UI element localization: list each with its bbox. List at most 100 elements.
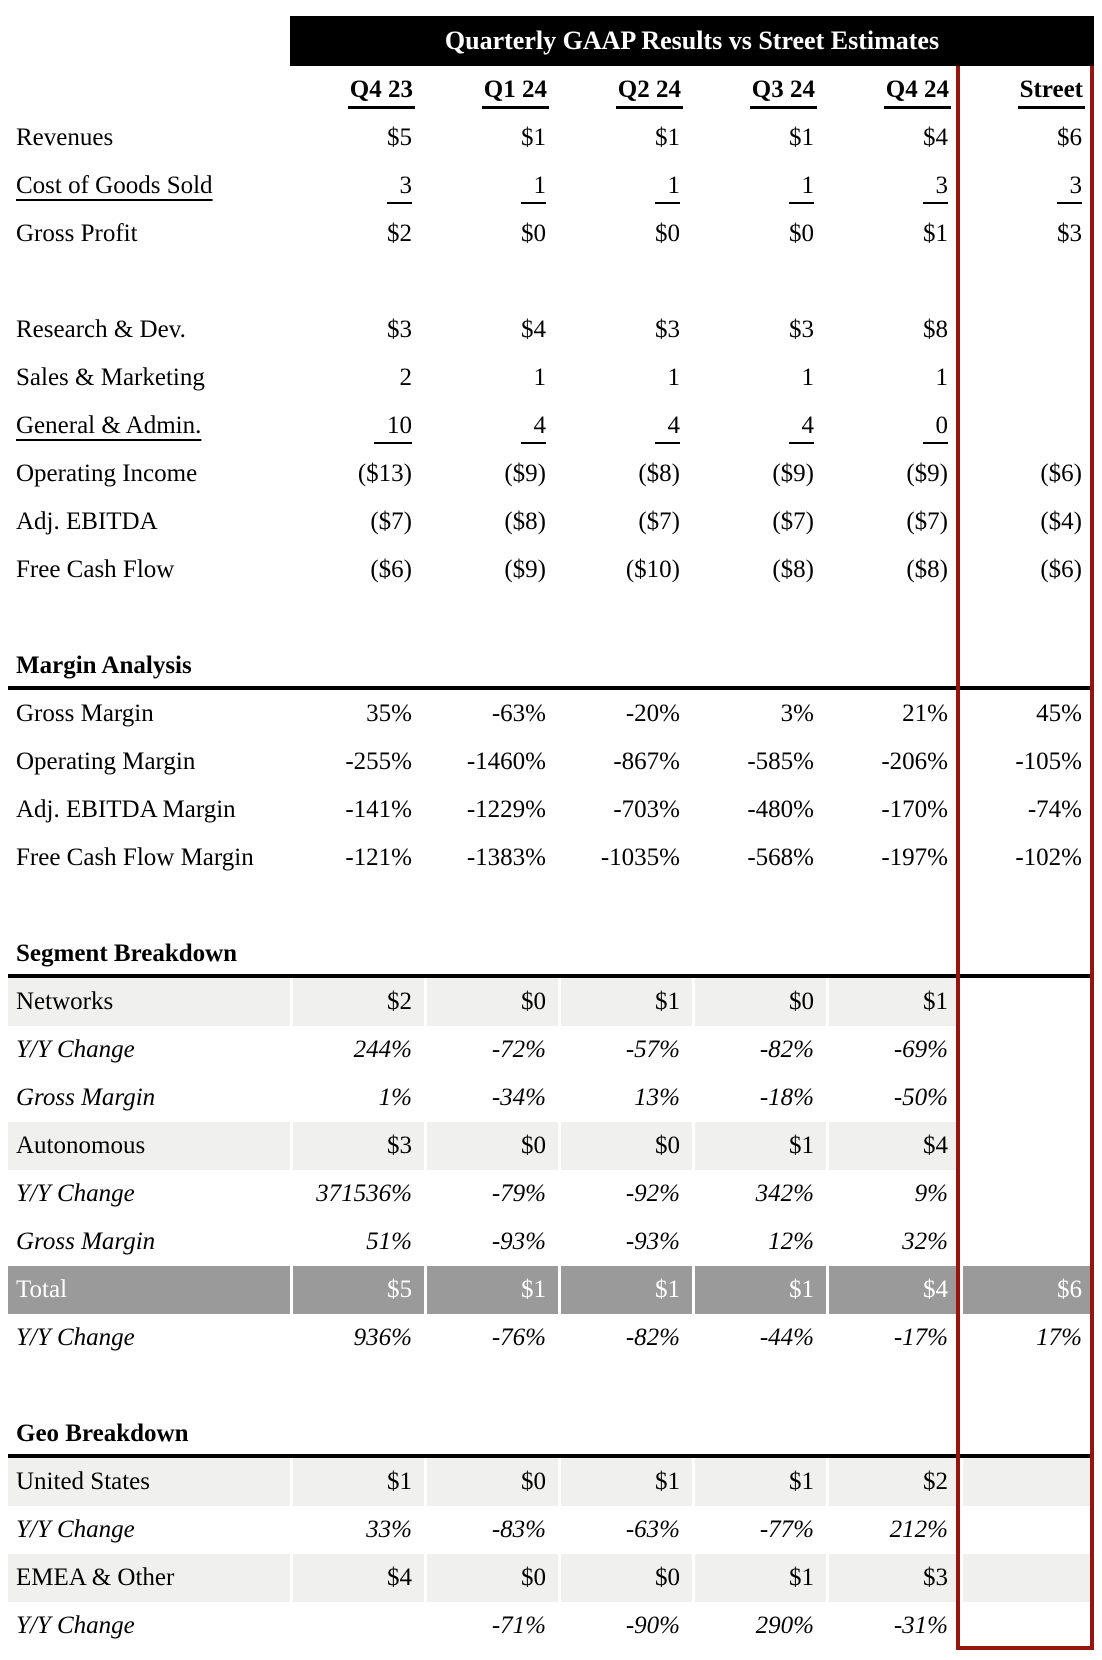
value-cell[interactable] bbox=[424, 258, 558, 306]
value-cell[interactable]: $0 bbox=[558, 210, 692, 258]
value-cell[interactable]: $1 bbox=[424, 114, 558, 162]
value-cell[interactable]: $0 bbox=[692, 978, 826, 1026]
value-cell[interactable]: -206% bbox=[826, 738, 960, 786]
value-cell[interactable]: 35% bbox=[290, 690, 424, 738]
value-cell[interactable]: $1 bbox=[558, 1266, 692, 1314]
value-cell[interactable]: -93% bbox=[558, 1218, 692, 1266]
value-cell[interactable]: 4 bbox=[424, 402, 558, 450]
value-cell[interactable] bbox=[960, 1602, 1094, 1650]
row-label-cell[interactable]: Gross Margin bbox=[0, 1074, 290, 1122]
value-cell[interactable]: ($4) bbox=[960, 498, 1094, 546]
value-cell[interactable]: ($9) bbox=[424, 450, 558, 498]
value-cell[interactable] bbox=[290, 1362, 424, 1410]
value-cell[interactable] bbox=[960, 1362, 1094, 1410]
value-cell[interactable]: 17% bbox=[960, 1314, 1094, 1362]
value-cell[interactable]: $1 bbox=[424, 1266, 558, 1314]
row-label-cell[interactable] bbox=[0, 882, 290, 930]
value-cell[interactable] bbox=[558, 642, 692, 690]
value-cell[interactable] bbox=[558, 594, 692, 642]
value-cell[interactable]: -90% bbox=[558, 1602, 692, 1650]
value-cell[interactable]: -121% bbox=[290, 834, 424, 882]
value-cell[interactable]: $6 bbox=[960, 1266, 1094, 1314]
value-cell[interactable]: $1 bbox=[558, 114, 692, 162]
value-cell[interactable] bbox=[960, 930, 1094, 978]
value-cell[interactable]: 4 bbox=[692, 402, 826, 450]
value-cell[interactable]: $1 bbox=[558, 978, 692, 1026]
value-cell[interactable]: ($7) bbox=[826, 498, 960, 546]
value-cell[interactable] bbox=[960, 1122, 1094, 1170]
value-cell[interactable]: 10 bbox=[290, 402, 424, 450]
value-cell[interactable]: -1035% bbox=[558, 834, 692, 882]
value-cell[interactable]: -102% bbox=[960, 834, 1094, 882]
value-cell[interactable]: $2 bbox=[826, 1458, 960, 1506]
row-label-cell[interactable] bbox=[0, 1362, 290, 1410]
row-label-cell[interactable]: Y/Y Change bbox=[0, 1602, 290, 1650]
value-cell[interactable]: 1 bbox=[558, 354, 692, 402]
value-cell[interactable] bbox=[558, 1410, 692, 1458]
value-cell[interactable]: -867% bbox=[558, 738, 692, 786]
value-cell[interactable]: $0 bbox=[424, 978, 558, 1026]
row-label-cell[interactable]: Research & Dev. bbox=[0, 306, 290, 354]
value-cell[interactable]: ($8) bbox=[424, 498, 558, 546]
value-cell[interactable] bbox=[960, 594, 1094, 642]
row-label-cell[interactable] bbox=[0, 594, 290, 642]
column-header-q4-23[interactable]: Q4 23 bbox=[290, 66, 424, 114]
value-cell[interactable]: ($6) bbox=[960, 546, 1094, 594]
value-cell[interactable]: -77% bbox=[692, 1506, 826, 1554]
value-cell[interactable] bbox=[960, 1074, 1094, 1122]
value-cell[interactable]: -18% bbox=[692, 1074, 826, 1122]
value-cell[interactable] bbox=[424, 930, 558, 978]
row-label-cell[interactable]: EMEA & Other bbox=[0, 1554, 290, 1602]
value-cell[interactable]: -69% bbox=[826, 1026, 960, 1074]
value-cell[interactable]: $4 bbox=[826, 114, 960, 162]
row-label-cell[interactable]: Gross Margin bbox=[0, 690, 290, 738]
value-cell[interactable] bbox=[424, 1410, 558, 1458]
value-cell[interactable]: ($7) bbox=[692, 498, 826, 546]
value-cell[interactable]: $0 bbox=[558, 1122, 692, 1170]
value-cell[interactable]: $4 bbox=[290, 1554, 424, 1602]
value-cell[interactable] bbox=[960, 642, 1094, 690]
value-cell[interactable]: 212% bbox=[826, 1506, 960, 1554]
value-cell[interactable]: -197% bbox=[826, 834, 960, 882]
value-cell[interactable]: 3 bbox=[290, 162, 424, 210]
value-cell[interactable]: $8 bbox=[826, 306, 960, 354]
value-cell[interactable]: $2 bbox=[290, 210, 424, 258]
value-cell[interactable]: -63% bbox=[558, 1506, 692, 1554]
value-cell[interactable]: $2 bbox=[290, 978, 424, 1026]
value-cell[interactable]: $3 bbox=[558, 306, 692, 354]
value-cell[interactable]: 32% bbox=[826, 1218, 960, 1266]
value-cell[interactable] bbox=[424, 1362, 558, 1410]
value-cell[interactable]: $1 bbox=[826, 978, 960, 1026]
value-cell[interactable]: $0 bbox=[424, 1554, 558, 1602]
row-label-cell[interactable]: Operating Margin bbox=[0, 738, 290, 786]
value-cell[interactable]: -568% bbox=[692, 834, 826, 882]
value-cell[interactable] bbox=[692, 594, 826, 642]
value-cell[interactable]: ($8) bbox=[558, 450, 692, 498]
value-cell[interactable]: ($7) bbox=[558, 498, 692, 546]
row-label-cell[interactable]: Sales & Marketing bbox=[0, 354, 290, 402]
column-header-q3-24[interactable]: Q3 24 bbox=[692, 66, 826, 114]
value-cell[interactable]: ($13) bbox=[290, 450, 424, 498]
value-cell[interactable]: 1 bbox=[558, 162, 692, 210]
column-header-q4-24[interactable]: Q4 24 bbox=[826, 66, 960, 114]
column-header-q1-24[interactable]: Q1 24 bbox=[424, 66, 558, 114]
row-label-cell[interactable]: Geo Breakdown bbox=[0, 1410, 290, 1458]
row-label-cell[interactable]: Gross Profit bbox=[0, 210, 290, 258]
value-cell[interactable]: $0 bbox=[558, 1554, 692, 1602]
value-cell[interactable]: -71% bbox=[424, 1602, 558, 1650]
value-cell[interactable]: 1 bbox=[424, 354, 558, 402]
value-cell[interactable]: -1460% bbox=[424, 738, 558, 786]
value-cell[interactable]: 3% bbox=[692, 690, 826, 738]
value-cell[interactable]: -82% bbox=[692, 1026, 826, 1074]
value-cell[interactable] bbox=[692, 642, 826, 690]
value-cell[interactable]: -20% bbox=[558, 690, 692, 738]
value-cell[interactable] bbox=[826, 642, 960, 690]
value-cell[interactable]: $3 bbox=[290, 306, 424, 354]
column-header-q2-24[interactable]: Q2 24 bbox=[558, 66, 692, 114]
value-cell[interactable]: -76% bbox=[424, 1314, 558, 1362]
value-cell[interactable]: 244% bbox=[290, 1026, 424, 1074]
value-cell[interactable]: $1 bbox=[290, 1458, 424, 1506]
value-cell[interactable] bbox=[424, 882, 558, 930]
value-cell[interactable] bbox=[960, 978, 1094, 1026]
value-cell[interactable]: ($8) bbox=[692, 546, 826, 594]
